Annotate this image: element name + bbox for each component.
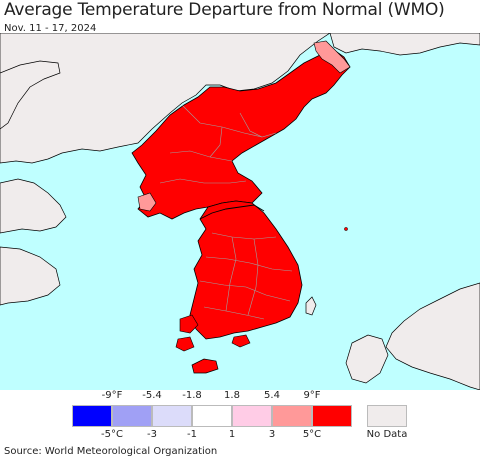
japan-landmass [385,282,480,390]
swatch-5 [232,405,272,427]
russia-landmass [329,33,480,56]
c-label-6: 5°C [302,429,322,440]
c-label-4: 1 [228,429,236,440]
japan-kyushu [345,334,389,384]
c-label-3: -1 [187,429,197,440]
nodata-label: No Data [366,429,408,440]
south-islands-2 [175,336,195,352]
f-label-4: 1.8 [224,390,240,401]
north-korea [131,46,351,220]
source-credit: Source: World Meteorological Organizatio… [4,446,218,457]
south-islands [179,314,199,334]
dmz-border [199,204,265,220]
swatch-3 [152,405,192,427]
province-borders [159,104,293,320]
tsushima-island [305,296,317,316]
map-area [0,33,480,390]
f-label-2: -5.4 [142,390,162,401]
south-islands-3 [231,334,251,348]
f-label-3: -1.8 [182,390,202,401]
south-korea [189,200,303,340]
swatch-4 [192,405,232,427]
c-label-2: -3 [147,429,157,440]
swatch-1 [72,405,112,427]
north-korea-northeast [313,40,351,74]
date-range: Nov. 11 - 17, 2024 [4,23,97,34]
legend: -9°F -5.4 -1.8 1.8 5.4 9°F -5°C -3 -1 1 … [0,390,480,442]
korea-map [0,33,480,390]
swatch-2 [112,405,152,427]
f-label-5: 5.4 [264,390,280,401]
c-label-5: 3 [268,429,276,440]
jeju-island [191,358,219,374]
north-korea-west-pink [137,192,157,212]
china-landmass [0,33,331,164]
legend-swatches [72,405,352,427]
liaodong-peninsula [0,60,61,130]
swatch-6 [272,405,312,427]
swatch-7 [312,405,352,427]
ulleungdo [344,227,348,231]
nodata-swatch [367,405,407,427]
f-label-1: -9°F [101,390,123,401]
map-title: Average Temperature Departure from Norma… [4,0,445,20]
shandong-landmass [0,178,67,234]
c-label-1: -5°C [101,429,123,440]
f-label-6: 9°F [303,390,321,401]
china-coast-south [0,246,61,306]
